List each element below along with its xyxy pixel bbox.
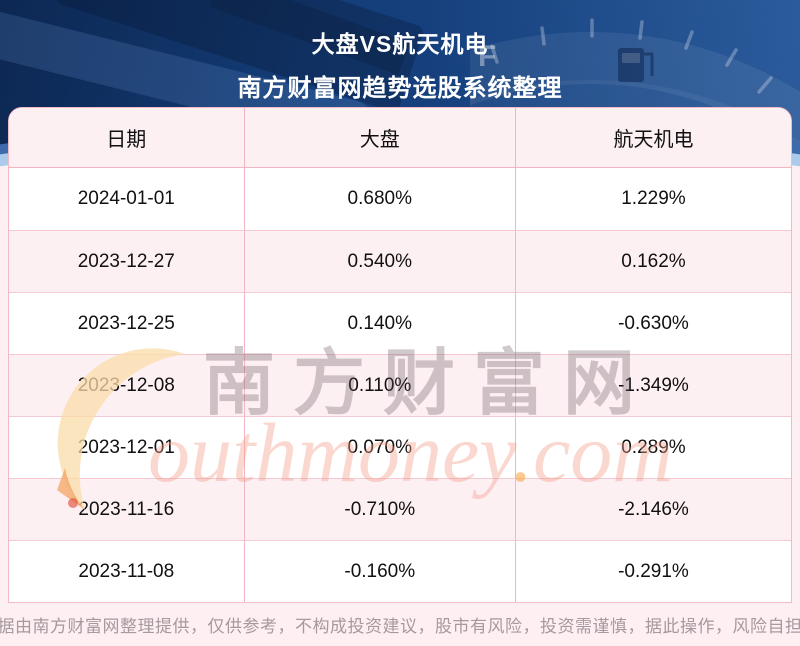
column-header-market: 大盘 [243, 108, 515, 167]
cell-market-value: 0.110% [243, 355, 515, 416]
cell-market-value: 0.140% [243, 293, 515, 354]
table-body: 2024-01-01 0.680% 1.229% 2023-12-27 0.54… [9, 168, 791, 602]
cell-stock-value: -2.146% [514, 479, 791, 540]
cell-stock-value: 0.289% [514, 417, 791, 478]
cell-date: 2023-12-27 [77, 250, 175, 272]
cell-stock-value: 0.162% [514, 231, 791, 292]
cell-market-value: 0.680% [243, 168, 515, 230]
cell-date: 2023-12-25 [77, 312, 175, 334]
cell-market-value: 0.070% [243, 417, 515, 478]
cell-stock-value: -1.349% [514, 355, 791, 416]
table-row: 2023-12-01 0.070% 0.289% [9, 416, 791, 478]
table-row: 2023-11-08 -0.160% -0.291% [9, 540, 791, 602]
cell-stock-value: 1.229% [514, 168, 791, 230]
table-row: 2023-12-27 0.540% 0.162% [9, 230, 791, 292]
cell-date: 2023-12-01 [77, 436, 175, 458]
fuel-pump-icon [618, 48, 654, 82]
gauge-f-label: F [478, 40, 496, 73]
cell-date: 2023-11-08 [78, 560, 175, 582]
cell-stock-value: -0.630% [514, 293, 791, 354]
column-header-stock: 航天机电 [514, 108, 791, 167]
column-header-date: 日期 [106, 129, 147, 151]
disclaimer-text: 数据由南方财富网整理提供，仅供参考，不构成投资建议，股市有风险，投资需谨慎，据此… [0, 617, 800, 636]
page-title: 大盘VS航天机电 [311, 31, 489, 57]
cell-date: 2023-11-16 [78, 498, 175, 520]
banner-titles: 大盘VS航天机电 南方财富网趋势选股系统整理 [0, 0, 800, 103]
comparison-table: 日期 大盘 航天机电 2024-01-01 0.680% 1.229% 2023… [8, 107, 792, 603]
table-row: 2023-12-25 0.140% -0.630% [9, 292, 791, 354]
table-row: 2023-11-16 -0.710% -2.146% [9, 478, 791, 540]
cell-market-value: -0.710% [243, 479, 515, 540]
disclaimer-bar: 数据由南方财富网整理提供，仅供参考，不构成投资建议，股市有风险，投资需谨慎，据此… [0, 603, 800, 646]
table-header-row: 日期 大盘 航天机电 [9, 108, 791, 168]
table-row: 2024-01-01 0.680% 1.229% [9, 168, 791, 230]
page-subtitle: 南方财富网趋势选股系统整理 [237, 75, 563, 102]
table-row: 2023-12-08 0.110% -1.349% [9, 354, 791, 416]
cell-date: 2024-01-01 [77, 188, 175, 209]
cell-date: 2023-12-08 [77, 374, 175, 396]
cell-stock-value: -0.291% [514, 541, 791, 602]
cell-market-value: 0.540% [243, 231, 515, 292]
cell-market-value: -0.160% [243, 541, 515, 602]
